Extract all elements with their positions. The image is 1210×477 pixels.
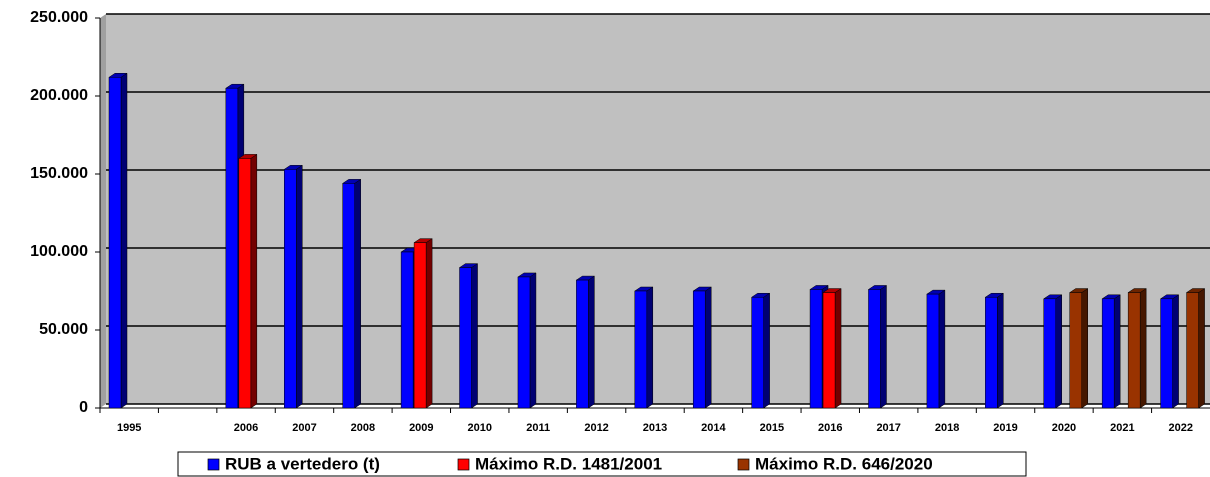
- bar: [809, 289, 823, 409]
- bar: [1186, 292, 1199, 409]
- x-tick-label: 2019: [993, 422, 1017, 434]
- bar: [1069, 292, 1082, 409]
- bar-side: [1113, 294, 1121, 409]
- x-tick-label: 2012: [584, 422, 608, 434]
- bar-side: [120, 72, 128, 409]
- bar: [342, 183, 355, 409]
- x-tick-label: 2010: [467, 422, 491, 434]
- x-tick-label: 2006: [234, 422, 258, 434]
- x-tick-label: 1995: [117, 422, 141, 434]
- legend-label: Máximo R.D. 1481/2001: [475, 454, 662, 473]
- y-tick-label: 0: [79, 399, 88, 416]
- y-tick-label: 100.000: [30, 243, 88, 260]
- bar: [1127, 292, 1141, 409]
- x-tick-label: 2013: [643, 422, 667, 434]
- legend-swatch: [737, 458, 750, 471]
- legend-swatch: [207, 458, 220, 471]
- x-tick-label: 2011: [526, 422, 550, 434]
- bar-side: [834, 288, 842, 409]
- bar-side: [1198, 288, 1205, 409]
- bar: [238, 158, 252, 409]
- bar-side: [1081, 288, 1088, 409]
- bar-side: [938, 289, 946, 409]
- bar: [400, 251, 414, 409]
- x-tick-label: 2020: [1052, 422, 1076, 434]
- bar: [926, 293, 940, 409]
- legend-swatch: [457, 458, 470, 471]
- bar-side: [880, 284, 887, 409]
- bar: [634, 290, 648, 409]
- bar-side: [997, 292, 1004, 409]
- x-tick-label: 2021: [1110, 422, 1134, 434]
- bar-side: [296, 164, 303, 409]
- x-tick-label: 2008: [351, 422, 375, 434]
- y-tick-label: 150.000: [30, 165, 88, 182]
- x-tick-label: 2014: [701, 422, 726, 434]
- x-tick-label: 2015: [760, 422, 784, 434]
- bar: [1160, 298, 1173, 409]
- bar-side: [704, 286, 712, 409]
- bar: [576, 279, 589, 409]
- bar-side: [1139, 288, 1147, 409]
- bar-side: [1172, 294, 1179, 409]
- legend-label: RUB a vertedero (t): [225, 454, 380, 473]
- side-wall: [100, 14, 106, 408]
- bar: [822, 292, 836, 409]
- bar: [751, 296, 764, 409]
- bar-side: [763, 292, 770, 409]
- legend-box: [177, 451, 1027, 477]
- y-tick-label: 250.000: [30, 9, 88, 26]
- y-tick-label: 200.000: [30, 87, 88, 104]
- bar: [225, 87, 239, 409]
- bar: [868, 289, 881, 409]
- bar: [284, 169, 297, 409]
- bar-side: [354, 178, 361, 409]
- bar-side: [471, 263, 478, 409]
- bar: [985, 296, 998, 409]
- bar: [1101, 298, 1115, 409]
- bar: [1043, 298, 1056, 409]
- y-tick-label: 50.000: [39, 321, 88, 338]
- bar: [459, 267, 472, 409]
- bar-side: [250, 153, 258, 409]
- bar-side: [1055, 294, 1062, 409]
- bar-side: [646, 286, 654, 409]
- x-tick-label: 2022: [1169, 422, 1193, 434]
- x-tick-label: 2017: [876, 422, 900, 434]
- bar: [517, 276, 531, 409]
- bar: [692, 290, 706, 409]
- x-tick-label: 2018: [935, 422, 959, 434]
- bar-side: [529, 272, 537, 409]
- bar: [108, 77, 122, 409]
- legend-label: Máximo R.D. 646/2020: [755, 454, 933, 473]
- x-tick-label: 2009: [409, 422, 433, 434]
- bar: [413, 242, 427, 409]
- x-tick-label: 2007: [292, 422, 316, 434]
- bar-side: [425, 238, 433, 409]
- x-tick-label: 2016: [818, 422, 842, 434]
- bar-side: [588, 275, 595, 409]
